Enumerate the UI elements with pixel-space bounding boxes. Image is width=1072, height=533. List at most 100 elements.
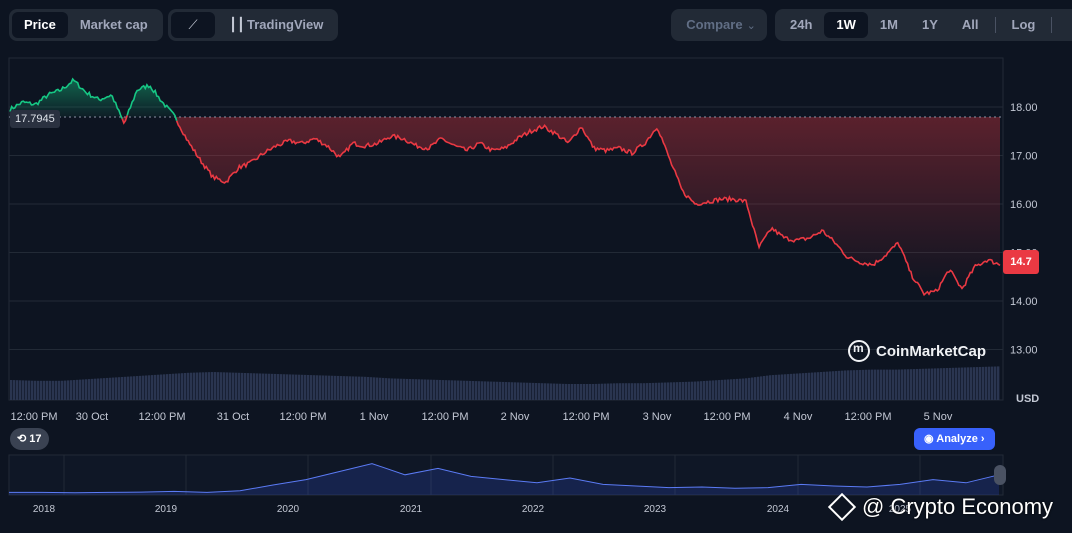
volume-bar <box>19 380 22 400</box>
volume-bar <box>286 374 289 400</box>
volume-bar <box>301 374 304 400</box>
cmc-logo-icon <box>848 340 870 362</box>
volume-bar <box>496 381 499 400</box>
volume-bar <box>919 368 922 400</box>
volume-bar <box>319 375 322 400</box>
volume-bar <box>427 379 430 400</box>
volume-bar <box>946 368 949 400</box>
tab-market-cap[interactable]: Market cap <box>79 17 148 32</box>
volume-bar <box>121 376 124 400</box>
volume-bar <box>157 374 160 400</box>
volume-bar <box>748 377 751 400</box>
y-tick-label: 14.00 <box>1010 296 1038 308</box>
volume-bar <box>469 380 472 400</box>
range-selector: 24h 1W 1M 1Y All Log ☰ <box>775 9 1072 41</box>
volume-bar <box>751 377 754 400</box>
volume-bar <box>652 382 655 400</box>
range-1w[interactable]: 1W <box>824 12 868 38</box>
volume-bar <box>622 383 625 400</box>
volume-bar <box>907 369 910 400</box>
volume-bar <box>736 378 739 400</box>
chevron-down-icon: ⌄ <box>746 19 756 32</box>
volume-bar <box>883 369 886 400</box>
volume-bar <box>670 382 673 400</box>
volume-bar <box>985 366 988 400</box>
x-tick-label: 5 Nov <box>924 411 953 423</box>
volume-bar <box>841 370 844 400</box>
volume-bar <box>325 375 328 400</box>
volume-bar <box>295 374 298 400</box>
volume-bar <box>784 374 787 400</box>
volume-bar <box>976 367 979 400</box>
overview-year-label: 2021 <box>400 504 423 515</box>
volume-bar <box>508 382 511 400</box>
range-1y[interactable]: 1Y <box>921 17 938 32</box>
volume-bar <box>790 373 793 400</box>
volume-bar <box>403 378 406 400</box>
volume-bar <box>466 380 469 400</box>
volume-bar <box>460 380 463 400</box>
volume-bar <box>940 368 943 400</box>
volume-bar <box>889 369 892 400</box>
volume-bar <box>832 371 835 400</box>
volume-bar <box>910 369 913 400</box>
volume-bar <box>724 379 727 400</box>
volume-bar <box>565 383 568 400</box>
volume-bar <box>844 370 847 400</box>
volume-bar <box>382 377 385 400</box>
volume-bar <box>322 375 325 400</box>
volume-bar <box>307 374 310 400</box>
price-line-down <box>121 115 128 125</box>
x-tick-label: 12:00 PM <box>703 411 750 423</box>
tab-price[interactable]: Price <box>12 12 68 38</box>
volume-bar <box>835 371 838 400</box>
tradingview-button[interactable]: ┃┃ TradingView <box>215 12 335 38</box>
volume-bar <box>529 382 532 400</box>
volume-bar <box>949 367 952 400</box>
price-line <box>9 77 1001 297</box>
range-1m[interactable]: 1M <box>879 17 898 32</box>
volume-bar <box>412 379 415 400</box>
volume-bar <box>826 371 829 400</box>
chevron-right-icon: › <box>977 433 985 445</box>
volume-badge[interactable]: ⟲ 17 <box>10 428 49 450</box>
volume-bar <box>886 369 889 400</box>
volume-bar <box>847 370 850 400</box>
volume-bar <box>493 381 496 400</box>
analyze-button[interactable]: ◉ Analyze › <box>914 428 995 450</box>
volume-bar <box>988 366 991 400</box>
volume-bar <box>430 379 433 400</box>
log-scale-toggle[interactable]: Log <box>1011 17 1036 32</box>
volume-bar <box>997 366 1000 400</box>
overview-navigator[interactable]: 2018 2019 2020 2021 2022 2023 2024 2025 <box>8 454 1006 515</box>
volume-bar <box>583 384 586 400</box>
volume-bar <box>541 383 544 400</box>
volume-bar <box>94 378 97 400</box>
volume-bar <box>979 366 982 400</box>
line-chart-button[interactable]: ⟋ <box>171 12 215 38</box>
volume-bar <box>805 372 808 400</box>
compare-dropdown[interactable]: Compare ⌄ <box>671 9 767 41</box>
watermark-text: @ Crypto Economy <box>862 494 1054 519</box>
x-tick-label: 30 Oct <box>76 411 108 423</box>
range-24h[interactable]: 24h <box>790 17 813 32</box>
volume-bar <box>898 369 901 400</box>
volume-bar <box>76 379 79 400</box>
volume-bar <box>25 380 28 400</box>
overview-area <box>9 463 999 495</box>
volume-bar <box>904 369 907 400</box>
volume-bar <box>385 378 388 400</box>
volume-bar <box>982 366 985 400</box>
volume-bar <box>865 369 868 400</box>
volume-bar <box>733 379 736 400</box>
volume-bar <box>499 381 502 400</box>
candlestick-icon: ┃┃ <box>229 17 245 32</box>
overview-year-label: 2022 <box>522 504 545 515</box>
overview-handle[interactable] <box>994 465 1006 485</box>
volume-bar <box>559 383 562 400</box>
range-all[interactable]: All <box>961 17 979 32</box>
volume-bar <box>799 373 802 400</box>
price-line-down <box>175 120 1001 297</box>
volume-bar <box>268 373 271 400</box>
